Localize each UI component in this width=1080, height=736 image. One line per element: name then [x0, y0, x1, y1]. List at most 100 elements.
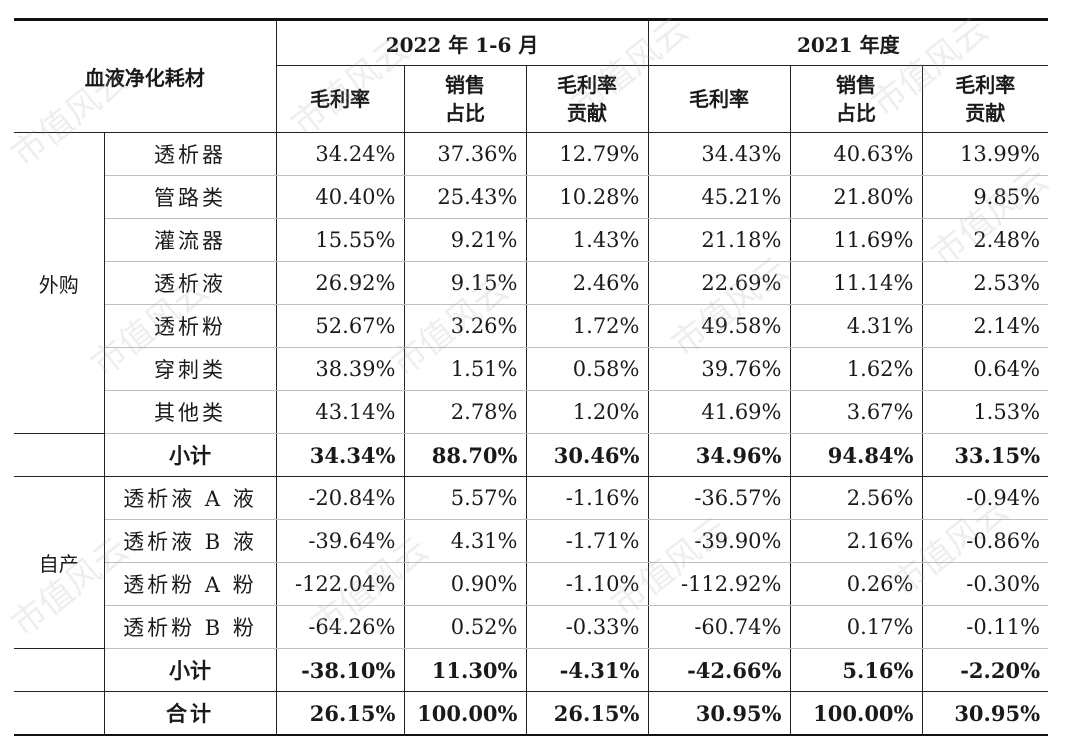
value-cell: 11.30% [403, 648, 527, 692]
period-header-2022h1: 2022 年 1-6 月 [275, 18, 649, 66]
value-cell: 9.15% [403, 261, 527, 305]
item-name: 透析器 [103, 132, 277, 176]
item-name: 透析液 B 液 [103, 519, 277, 563]
value-cell: 12.79% [525, 132, 649, 176]
value-cell: 4.31% [403, 519, 527, 563]
value-cell: 0.58% [525, 347, 649, 391]
item-name: 透析粉 [103, 304, 277, 348]
table-body: 外购 透析器 34.24% 37.36% 12.79% 34.43% 40.63% 13.99… [14, 132, 1049, 736]
value-cell: 34.24% [275, 132, 405, 176]
value-cell: 1.72% [525, 304, 649, 348]
value-cell: 25.43% [403, 175, 527, 219]
value-cell: 2.48% [921, 218, 1049, 262]
value-cell: 2.46% [525, 261, 649, 305]
value-cell: -2.20% [921, 648, 1049, 692]
table-row: 透析粉 B 粉 -64.26% 0.52% -0.33% -60.74% 0.17% -0.… [14, 605, 1049, 649]
value-cell: 41.69% [647, 390, 791, 434]
value-cell: -20.84% [275, 476, 405, 520]
value-cell: -1.16% [525, 476, 649, 520]
value-cell: -38.10% [275, 648, 405, 692]
group-label-blank [14, 691, 105, 736]
value-cell: 9.85% [921, 175, 1049, 219]
table-corner-header: 血液净化耗材 [14, 18, 277, 133]
value-cell: 21.18% [647, 218, 791, 262]
value-cell: -39.90% [647, 519, 791, 563]
value-cell: 2.14% [921, 304, 1049, 348]
total-label: 合计 [103, 691, 277, 736]
item-name: 穿刺类 [103, 347, 277, 391]
col-header-margin: 毛利率 [647, 65, 791, 133]
table-row: 其他类 43.14% 2.78% 1.20% 41.69% 3.67% 1.53% [14, 390, 1049, 434]
value-cell: 10.28% [525, 175, 649, 219]
value-cell: -0.33% [525, 605, 649, 649]
value-cell: 0.52% [403, 605, 527, 649]
value-cell: 11.69% [789, 218, 923, 262]
subtotal-row: 小计 -38.10% 11.30% -4.31% -42.66% 5.16% -2.20% [14, 648, 1049, 692]
value-cell: 3.67% [789, 390, 923, 434]
value-cell: 40.40% [275, 175, 405, 219]
period-header-2021: 2021 年度 [647, 18, 1049, 66]
col-header-contrib: 毛利率 贡献 [921, 65, 1049, 133]
gross-margin-table: 血液净化耗材 2022 年 1-6 月 2021 年度 毛利率 销售 占比 毛利… [14, 18, 1049, 736]
value-cell: 1.62% [789, 347, 923, 391]
value-cell: 26.15% [275, 691, 405, 736]
group-label: 外购 [14, 132, 105, 434]
table-row: 透析粉 A 粉 -122.04% 0.90% -1.10% -112.92% 0.26% -… [14, 562, 1049, 606]
value-cell: -122.04% [275, 562, 405, 606]
value-cell: 30.95% [647, 691, 791, 736]
value-cell: 30.46% [525, 433, 649, 477]
value-cell: 45.21% [647, 175, 791, 219]
value-cell: 34.34% [275, 433, 405, 477]
total-row: 合计 26.15% 100.00% 26.15% 30.95% 100.00% 30.95% [14, 691, 1049, 736]
value-cell: 0.90% [403, 562, 527, 606]
value-cell: 0.26% [789, 562, 923, 606]
value-cell: 2.16% [789, 519, 923, 563]
value-cell: -0.86% [921, 519, 1049, 563]
value-cell: 30.95% [921, 691, 1049, 736]
value-cell: 1.53% [921, 390, 1049, 434]
value-cell: 49.58% [647, 304, 791, 348]
table-container: 血液净化耗材 2022 年 1-6 月 2021 年度 毛利率 销售 占比 毛利… [14, 18, 1049, 736]
value-cell: 0.17% [789, 605, 923, 649]
value-cell: 2.56% [789, 476, 923, 520]
value-cell: -1.71% [525, 519, 649, 563]
value-cell: 1.20% [525, 390, 649, 434]
value-cell: -36.57% [647, 476, 791, 520]
group-label-blank [14, 433, 105, 477]
subtotal-label: 小计 [103, 433, 277, 477]
group-label-blank [14, 648, 105, 692]
subtotal-row: 小计 34.34% 88.70% 30.46% 34.96% 94.84% 33.15% [14, 433, 1049, 477]
item-name: 透析液 A 液 [103, 476, 277, 520]
value-cell: 34.96% [647, 433, 791, 477]
item-name: 管路类 [103, 175, 277, 219]
value-cell: 4.31% [789, 304, 923, 348]
value-cell: 0.64% [921, 347, 1049, 391]
value-cell: -4.31% [525, 648, 649, 692]
col-header-margin: 毛利率 [275, 65, 405, 133]
value-cell: 2.53% [921, 261, 1049, 305]
value-cell: 34.43% [647, 132, 791, 176]
value-cell: 88.70% [403, 433, 527, 477]
value-cell: -42.66% [647, 648, 791, 692]
value-cell: 100.00% [403, 691, 527, 736]
value-cell: 15.55% [275, 218, 405, 262]
value-cell: 37.36% [403, 132, 527, 176]
value-cell: 21.80% [789, 175, 923, 219]
item-name: 其他类 [103, 390, 277, 434]
value-cell: 40.63% [789, 132, 923, 176]
col-header-share: 销售 占比 [403, 65, 527, 133]
value-cell: 9.21% [403, 218, 527, 262]
value-cell: 52.67% [275, 304, 405, 348]
value-cell: 22.69% [647, 261, 791, 305]
table-row: 灌流器 15.55% 9.21% 1.43% 21.18% 11.69% 2.48% [14, 218, 1049, 262]
value-cell: -1.10% [525, 562, 649, 606]
table-row: 外购 透析器 34.24% 37.36% 12.79% 34.43% 40.63% 13.99… [14, 132, 1049, 434]
value-cell: 11.14% [789, 261, 923, 305]
value-cell: 2.78% [403, 390, 527, 434]
item-name: 透析粉 A 粉 [103, 562, 277, 606]
col-header-share: 销售 占比 [789, 65, 923, 133]
value-cell: 38.39% [275, 347, 405, 391]
value-cell: -60.74% [647, 605, 791, 649]
value-cell: -39.64% [275, 519, 405, 563]
value-cell: 43.14% [275, 390, 405, 434]
